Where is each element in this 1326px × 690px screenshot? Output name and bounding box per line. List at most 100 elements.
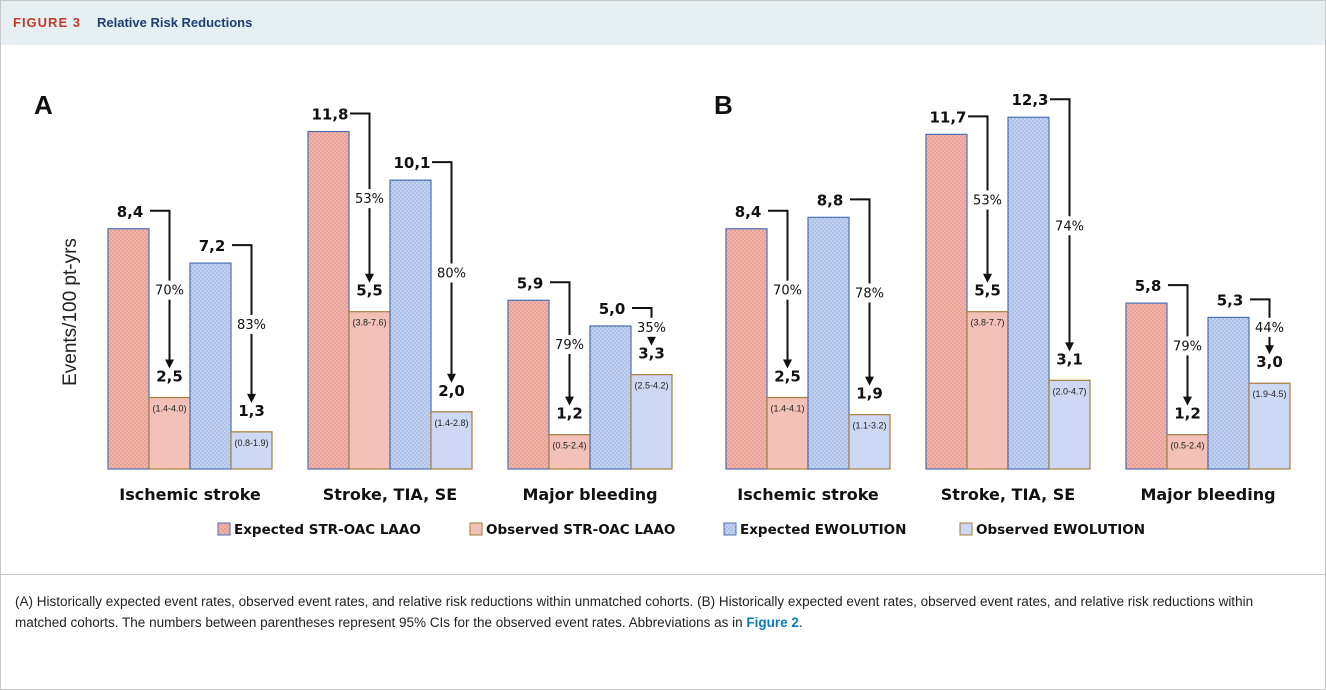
category-label: Ischemic stroke (737, 485, 879, 504)
reduction-bg (550, 334, 589, 354)
reduction-arrow-head (865, 376, 874, 386)
bar-b-0-2 (807, 216, 850, 470)
legend-label: Expected STR-OAC LAAO (234, 522, 421, 538)
observed-value-label: 5,5 (974, 282, 1001, 300)
legend-label: Observed STR-OAC LAAO (486, 522, 675, 538)
bar-a-0-0 (107, 228, 150, 470)
ci-label: (2.5-4.2) (634, 381, 668, 391)
reduction-bg (768, 280, 807, 300)
observed-value-label: 1,2 (1174, 405, 1201, 423)
legend-swatch (723, 522, 737, 536)
reduction-bg (1168, 336, 1207, 356)
legend-swatch (217, 522, 231, 536)
bar-b-0-1 (766, 396, 809, 470)
reduction-arrow-line (850, 198, 871, 379)
panel-label-b: B (714, 90, 733, 120)
relative-risk-reduction: 53% (973, 194, 1002, 209)
expected-value-label: 8,8 (817, 191, 844, 209)
figure-caption: (A) Historically expected event rates, o… (15, 591, 1305, 633)
bar-a-2-2 (589, 325, 632, 470)
ci-label: (2.0-4.7) (1052, 386, 1086, 396)
reduction-arrow-line (150, 209, 171, 362)
bar-a-1-3 (430, 411, 473, 470)
ci-label: (3.8-7.6) (352, 318, 386, 328)
bar-b-0-0 (725, 228, 768, 470)
observed-value-label: 3,3 (638, 345, 665, 363)
bar-b-2-2 (1207, 316, 1250, 470)
expected-value-label: 12,3 (1011, 91, 1048, 109)
figure-2-link[interactable]: Figure 2 (746, 615, 799, 630)
observed-value-label: 5,5 (356, 282, 383, 300)
category-label: Major bleeding (522, 485, 657, 504)
reduction-arrow-head (1183, 396, 1192, 406)
bar-b-2-1 (1166, 434, 1209, 470)
reduction-arrow-line (232, 244, 253, 396)
bar-b-2-0 (1125, 302, 1168, 470)
legend-label: Expected EWOLUTION (740, 522, 906, 538)
reduction-arrow-head (1065, 342, 1074, 352)
figure-header: FIGURE 3 Relative Risk Reductions (1, 1, 1325, 45)
reduction-arrow-head (447, 373, 456, 383)
reduction-arrow-head (983, 273, 992, 283)
observed-value-label: 1,9 (856, 385, 883, 403)
expected-value-label: 8,4 (735, 203, 762, 221)
observed-value-label: 1,3 (238, 402, 265, 420)
bar-a-2-0 (507, 299, 550, 470)
legend-swatch (469, 522, 483, 536)
reduction-bg (1050, 216, 1089, 236)
caption-divider (1, 574, 1325, 575)
bar-a-2-3 (630, 374, 673, 470)
ci-label: (0.8-1.9) (234, 438, 268, 448)
category-label: Stroke, TIA, SE (941, 485, 1075, 504)
reduction-bg (350, 189, 389, 209)
expected-value-label: 11,8 (311, 106, 348, 124)
relative-risk-reduction: 79% (1173, 339, 1202, 354)
y-axis-label: Events/100 pt-yrs (60, 238, 81, 386)
bar-b-1-3 (1048, 379, 1091, 470)
bar-b-2-3 (1248, 382, 1291, 470)
expected-value-label: 5,8 (1135, 277, 1162, 295)
relative-risk-reduction: 78% (855, 286, 884, 301)
reduction-arrow-line (968, 115, 989, 276)
expected-value-label: 8,4 (117, 203, 144, 221)
reduction-arrow-head (647, 336, 656, 346)
reduction-bg (150, 280, 189, 300)
reduction-arrow-line (350, 112, 371, 276)
bar-a-1-0 (307, 130, 350, 470)
reduction-arrow-line (550, 281, 571, 399)
expected-value-label: 5,9 (517, 274, 544, 292)
reduction-arrow-head (565, 396, 574, 406)
ci-label: (0.5-2.4) (552, 441, 586, 451)
relative-risk-reduction: 70% (155, 284, 184, 299)
ci-label: (3.8-7.7) (970, 318, 1004, 328)
reduction-arrow-line (1050, 98, 1071, 345)
chart-legend: Expected STR-OAC LAAO Observed STR-OAC LA… (217, 522, 1145, 538)
bar-a-0-1 (148, 396, 191, 470)
reduction-arrow-head (783, 359, 792, 369)
category-label: Stroke, TIA, SE (323, 485, 457, 504)
observed-value-label: 1,2 (556, 405, 583, 423)
expected-value-label: 11,7 (929, 108, 966, 126)
relative-risk-reduction: 70% (773, 284, 802, 299)
expected-value-label: 10,1 (393, 154, 430, 172)
bar-a-1-1 (348, 311, 391, 470)
ci-label: (1.4-4.0) (152, 404, 186, 414)
ci-label: (1.4-4.1) (770, 404, 804, 414)
chart-bars: (1.4-4.0) (0.8-1.9) Ischemic stroke 8,4 2,5 7… (107, 91, 1291, 504)
relative-risk-reduction: 83% (237, 318, 266, 333)
relative-risk-reduction: 79% (555, 338, 584, 353)
bar-b-1-0 (925, 133, 968, 470)
figure-label: FIGURE 3 (13, 15, 81, 30)
observed-value-label: 2,5 (156, 368, 183, 386)
caption-end: . (798, 615, 803, 630)
reduction-arrow-head (247, 393, 256, 403)
observed-value-label: 3,1 (1056, 350, 1083, 368)
category-label: Major bleeding (1140, 485, 1275, 504)
reduction-bg (850, 283, 889, 303)
relative-risk-reduction: 80% (437, 266, 466, 281)
bar-b-1-2 (1007, 116, 1050, 470)
reduction-bg (1250, 317, 1289, 337)
reduction-bg (232, 314, 271, 334)
relative-risk-reduction: 35% (637, 321, 666, 336)
bar-a-0-3 (230, 431, 273, 470)
